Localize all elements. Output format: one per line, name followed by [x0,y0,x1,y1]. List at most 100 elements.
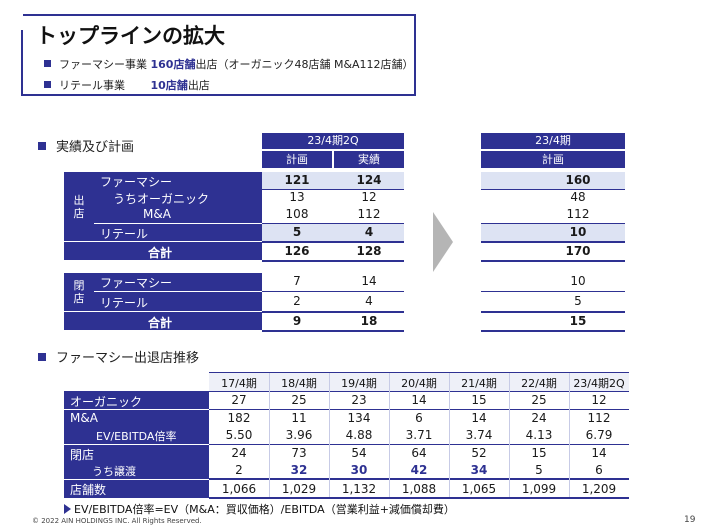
history-col-header: 17/4期 [221,377,257,390]
row-rule [481,291,625,292]
history-cell: 1,132 [341,482,377,496]
history-cell: 1,029 [281,482,317,496]
bullet-highlight: 160店舗 [150,58,196,71]
row-divider [64,444,209,445]
history-cell: 3.74 [465,428,493,442]
row-label-organic: うちオーガニック [113,192,210,206]
close-pharmacy-actual: 14 [361,274,377,288]
close-label-retail: リテール [100,296,149,310]
page-number: 19 [684,515,696,525]
open-pharmacy-plan: 121 [284,173,310,187]
open-pharmacy-actual: 124 [356,173,382,187]
bullet-highlight: 10店舗 [150,79,188,92]
history-cell: 112 [587,411,611,425]
row-divider [64,409,209,410]
history-cell-highlight: 42 [410,463,428,477]
history-header-bg [209,373,629,391]
full-open-total: 170 [565,244,591,258]
close-total-plan: 9 [292,314,302,328]
history-label-organic: オーガニック [70,395,143,409]
history-cell: 14 [591,446,607,460]
close-retail-plan: 2 [293,294,301,308]
title-frame [21,14,416,96]
history-label-ev-ebitda: EV/EBITDA倍率 [96,430,177,443]
history-cell: 14 [471,411,487,425]
row-label-pharmacy: ファーマシー [100,175,173,189]
total-rule [262,260,404,262]
col-actual-header: 実績 [334,151,404,168]
col-divider [389,373,390,497]
history-cell-highlight: 34 [470,463,488,477]
row-label-ma: M&A [143,207,171,221]
history-cell: 54 [351,446,367,460]
close-pharmacy-plan: 7 [293,274,301,288]
bullet-pharmacy: ファーマシー事業 160店舗出店（オーガニック48店舗 M&A112店舗） [44,56,414,72]
total-rule [481,311,625,313]
row-divider [64,479,209,480]
history-cell: 1,099 [521,482,557,496]
col-divider [269,373,270,497]
history-cell: 134 [347,411,371,425]
open-ma-plan: 108 [285,207,309,221]
history-label-ma: M&A [70,411,98,425]
history-cell: 5 [535,463,543,477]
triangle-right-icon [64,504,71,514]
history-cell-highlight: 32 [290,463,308,477]
close-total-label: 合計 [148,316,173,330]
history-cell: 6 [415,411,423,425]
history-cell: 4.88 [345,428,373,442]
row-rule [209,372,629,373]
full-close-pharmacy: 10 [570,274,586,288]
close-label: 閉店 [73,279,85,305]
total-rule [262,241,404,243]
history-cell: 52 [471,446,487,460]
history-col-header: 21/4期 [461,377,497,390]
row-rule [262,189,404,190]
history-cell: 6.79 [585,428,613,442]
close-retail-actual: 4 [365,294,373,308]
history-label-transfer: うち譲渡 [92,465,136,478]
open-ma-actual: 112 [357,207,381,221]
bullet-square-icon [44,60,51,67]
history-cell: 12 [591,393,607,407]
row-rule [481,189,625,190]
highlight-row [262,172,404,189]
col-divider [509,373,510,497]
open-row-labels-bg [94,172,262,241]
row-label-retail: リテール [100,227,149,241]
total-rule [262,311,404,313]
copyright: © 2022 AIN HOLDINGS INC. All Rights Rese… [32,517,202,525]
history-cell: 6 [595,463,603,477]
col-divider [449,373,450,497]
total-rule [262,330,404,332]
row-rule [209,444,629,445]
history-cell: 182 [227,411,251,425]
total-rule [481,260,625,262]
section-heading-history: ファーマシー出退店推移 [38,347,199,366]
bullet-text: リテール事業 [59,79,125,92]
full-close-total: 15 [569,314,587,328]
bullet-square-icon [44,81,51,88]
history-cell: 14 [411,393,427,407]
history-cell: 1,066 [221,482,257,496]
history-cell: 1,088 [401,482,437,496]
section-square-icon [38,353,46,361]
bullet-retail: リテール事業 10店舗出店 [44,77,210,93]
period-header-right: 23/4期 [481,133,625,149]
full-retail: 10 [569,225,587,239]
slide-title: トップラインの拡大 [36,24,225,48]
section-heading-results-plan: 実績及び計画 [38,136,134,155]
history-col-header: 19/4期 [341,377,377,390]
full-organic: 48 [570,190,586,204]
history-cell: 25 [531,393,547,407]
row-rule [481,223,625,224]
history-col-header: 22/4期 [521,377,557,390]
full-close-retail: 5 [574,294,582,308]
full-ma: 112 [566,207,590,221]
open-total-bar [64,242,262,260]
row-rule [209,409,629,410]
close-label-pharmacy: ファーマシー [100,276,173,290]
history-cell: 3.71 [405,428,433,442]
col-divider [569,373,570,497]
history-col-header: 20/4期 [401,377,437,390]
